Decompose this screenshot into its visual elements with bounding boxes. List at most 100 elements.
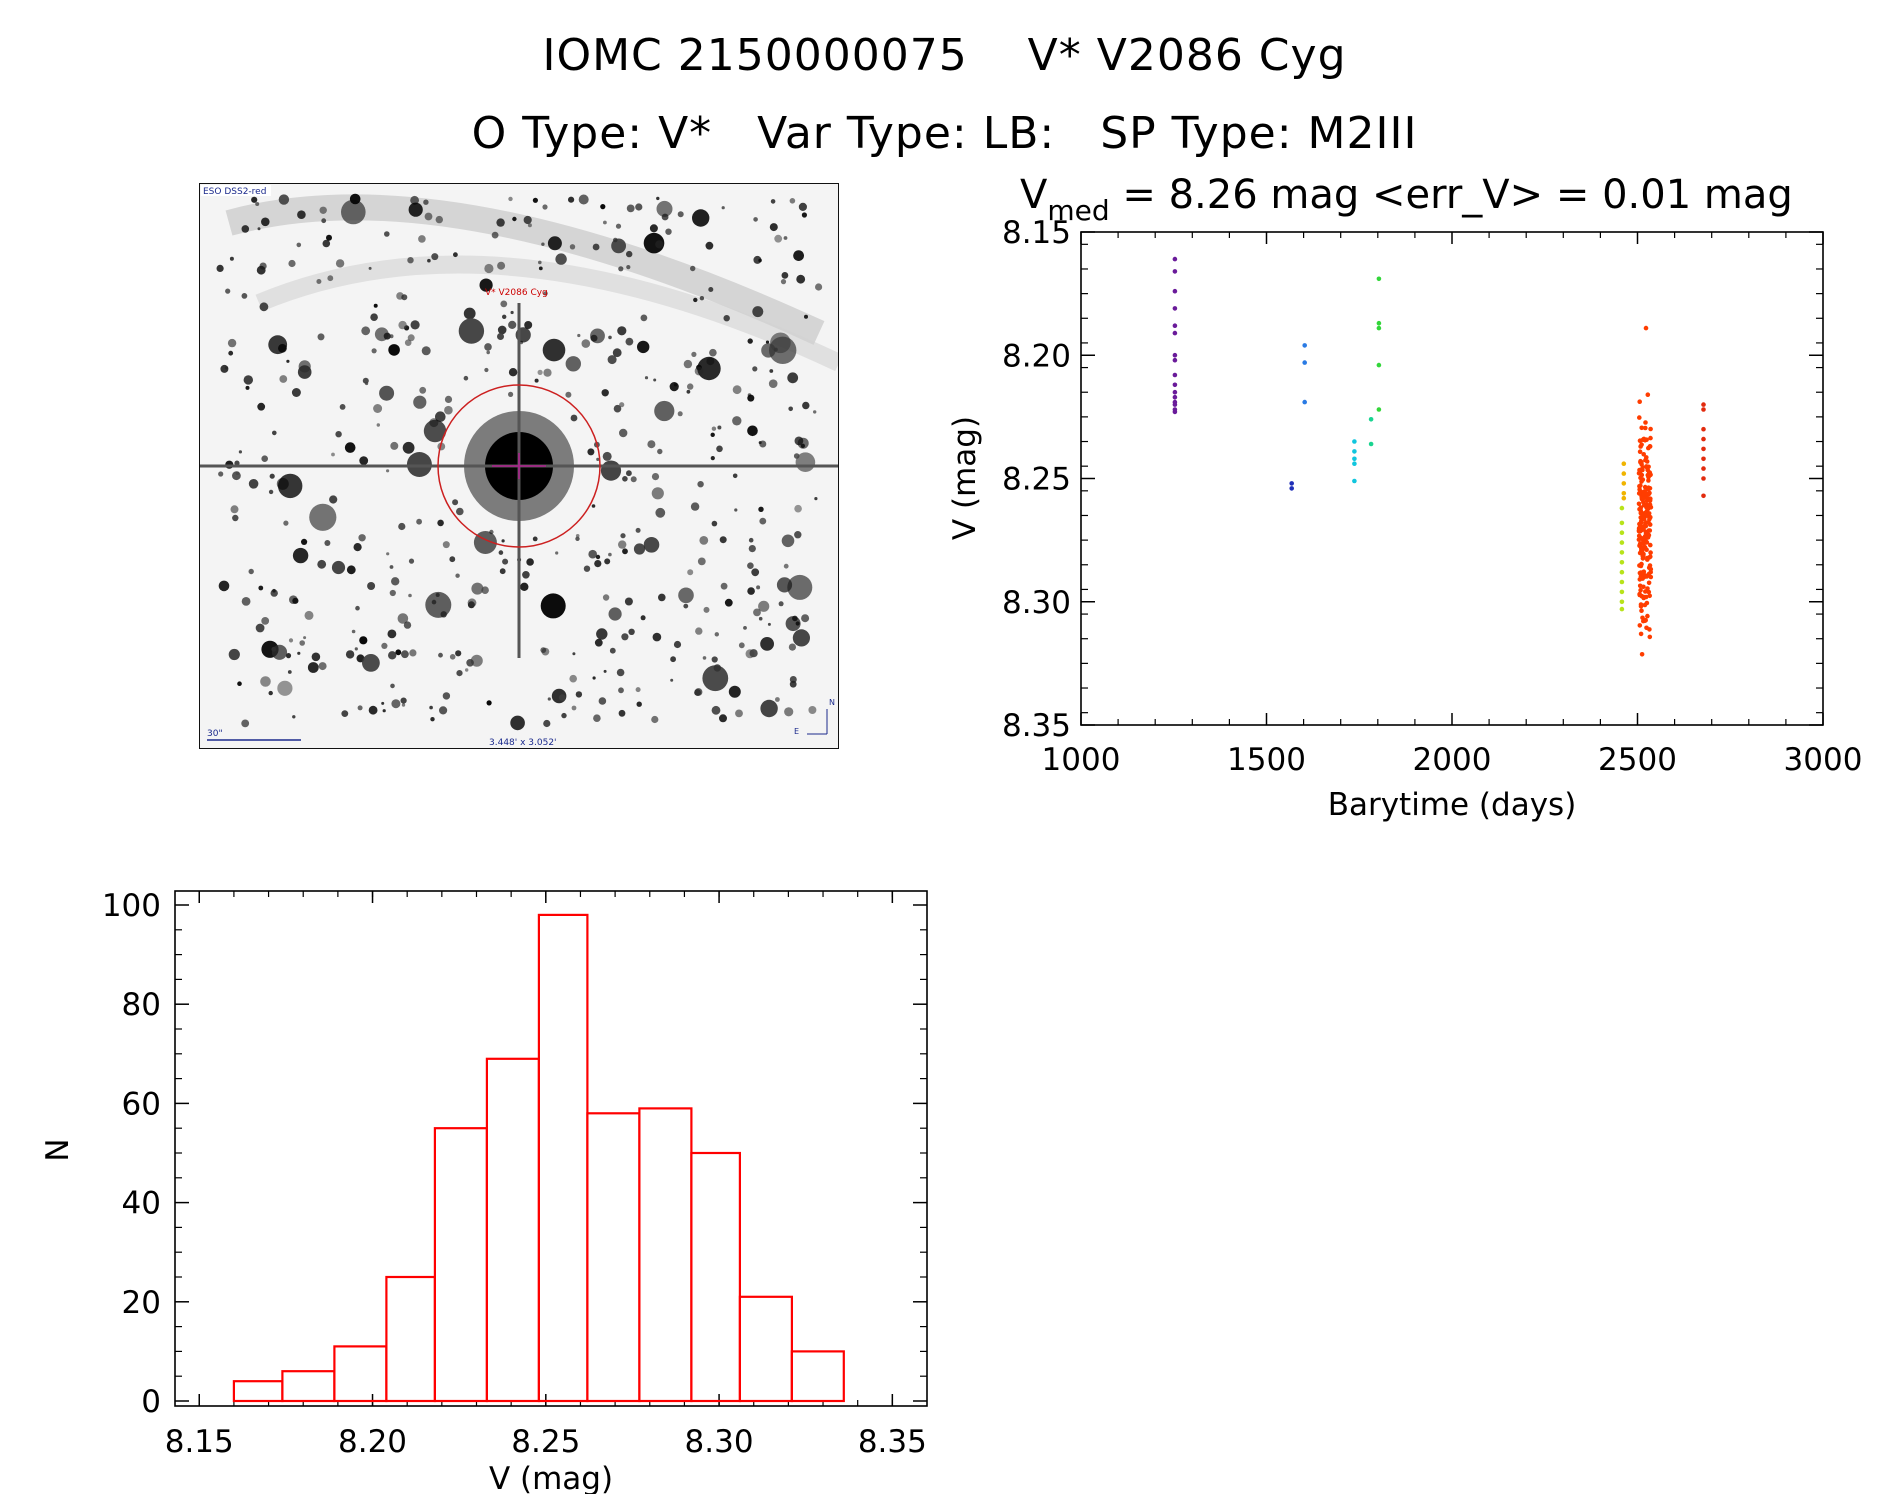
field-star [407, 334, 415, 342]
lc-point [1647, 444, 1653, 449]
field-star [230, 505, 239, 514]
field-star [719, 536, 727, 544]
lc-point [1637, 449, 1643, 455]
field-star [600, 204, 606, 210]
field-star [760, 699, 778, 718]
lc-point [1646, 565, 1652, 570]
lc-point [1621, 481, 1627, 486]
field-star [241, 293, 248, 299]
field-star [391, 699, 401, 709]
lc-point [1619, 569, 1625, 575]
field-star [753, 255, 762, 264]
lc-point [1640, 527, 1645, 533]
histogram-xlabel: V (mag) [489, 1461, 613, 1494]
lc-point [1641, 502, 1647, 508]
lc-point [1640, 477, 1646, 482]
lc-point [1638, 570, 1644, 575]
lc-point [1368, 441, 1374, 447]
lc-point [1637, 563, 1642, 568]
lc-point [1639, 495, 1645, 501]
lc-point [1619, 599, 1625, 605]
field-star [565, 391, 572, 398]
field-star [395, 649, 402, 656]
field-star [322, 239, 331, 248]
lc-point [1172, 399, 1178, 405]
lc-point [1638, 545, 1644, 551]
hist-ytick-label: 0 [141, 1384, 161, 1420]
lc-point [1641, 595, 1646, 601]
field-star [603, 220, 607, 225]
source-label: ESO DSS2-red [203, 187, 266, 197]
field-star [398, 320, 407, 330]
field-star [640, 314, 648, 322]
lc-point [1636, 528, 1642, 533]
field-star [442, 692, 451, 700]
field-star [467, 598, 477, 608]
field-star [801, 614, 810, 623]
field-star [321, 218, 327, 224]
target-aperture-circle [437, 384, 601, 548]
field-star [655, 240, 664, 249]
field-star [272, 430, 277, 436]
histogram-bar [586, 1112, 641, 1403]
lc-point [1701, 493, 1706, 499]
lc-point [1637, 541, 1643, 546]
field-star [596, 457, 600, 461]
field-star [636, 701, 642, 707]
field-star [371, 348, 377, 354]
field-star [690, 265, 696, 272]
field-star [555, 551, 559, 555]
field-star [381, 701, 385, 705]
field-star [703, 606, 710, 613]
lc-point [1637, 623, 1643, 628]
field-star [575, 534, 580, 538]
field-star [720, 582, 728, 590]
field-star [234, 460, 240, 466]
finder-frame [199, 183, 839, 749]
lc-point [1642, 484, 1648, 490]
lc-point [1637, 467, 1642, 473]
field-star [608, 552, 612, 557]
lc-point [1639, 493, 1644, 499]
field-star [607, 355, 617, 365]
lc-point [1619, 540, 1625, 545]
field-star [598, 697, 607, 705]
field-star [341, 199, 366, 225]
lc-point [1621, 491, 1627, 496]
field-star [608, 607, 622, 621]
field-star [497, 325, 507, 335]
field-star [331, 452, 335, 457]
field-star [248, 568, 254, 575]
field-star [711, 705, 721, 715]
field-star [759, 517, 767, 525]
field-star [404, 339, 412, 346]
lc-ytick-label: 8.20 [1002, 338, 1071, 374]
chart-subtitle: O Type: V* Var Type: LB: SP Type: M2III [471, 108, 1418, 159]
lc-point [1643, 523, 1649, 529]
field-star [260, 676, 271, 687]
field-star [643, 537, 660, 553]
field-star [373, 404, 383, 413]
lc-point [1637, 592, 1642, 598]
field-star [381, 642, 388, 649]
field-star [444, 395, 453, 403]
lc-point [1645, 613, 1650, 619]
light-curve-points [1172, 256, 1706, 657]
field-star [697, 557, 706, 566]
field-star [602, 451, 612, 461]
lc-point [1376, 362, 1382, 368]
lc-point [1645, 586, 1650, 591]
field-star [316, 279, 322, 284]
field-star [538, 266, 543, 271]
field-star [413, 395, 427, 409]
field-star [595, 554, 601, 560]
finder-chart-svg: V* V2086 Cyg ESO DSS2-red 30" 3.448' x 3… [199, 183, 839, 749]
lc-point [1647, 502, 1653, 507]
lc-point [1638, 510, 1644, 515]
lc-point [1648, 426, 1653, 432]
lc-point [1643, 420, 1648, 425]
hist-xtick-label: 8.25 [511, 1424, 580, 1460]
lc-point [1643, 573, 1649, 579]
field-star [794, 531, 802, 539]
lc-point [1172, 372, 1178, 378]
